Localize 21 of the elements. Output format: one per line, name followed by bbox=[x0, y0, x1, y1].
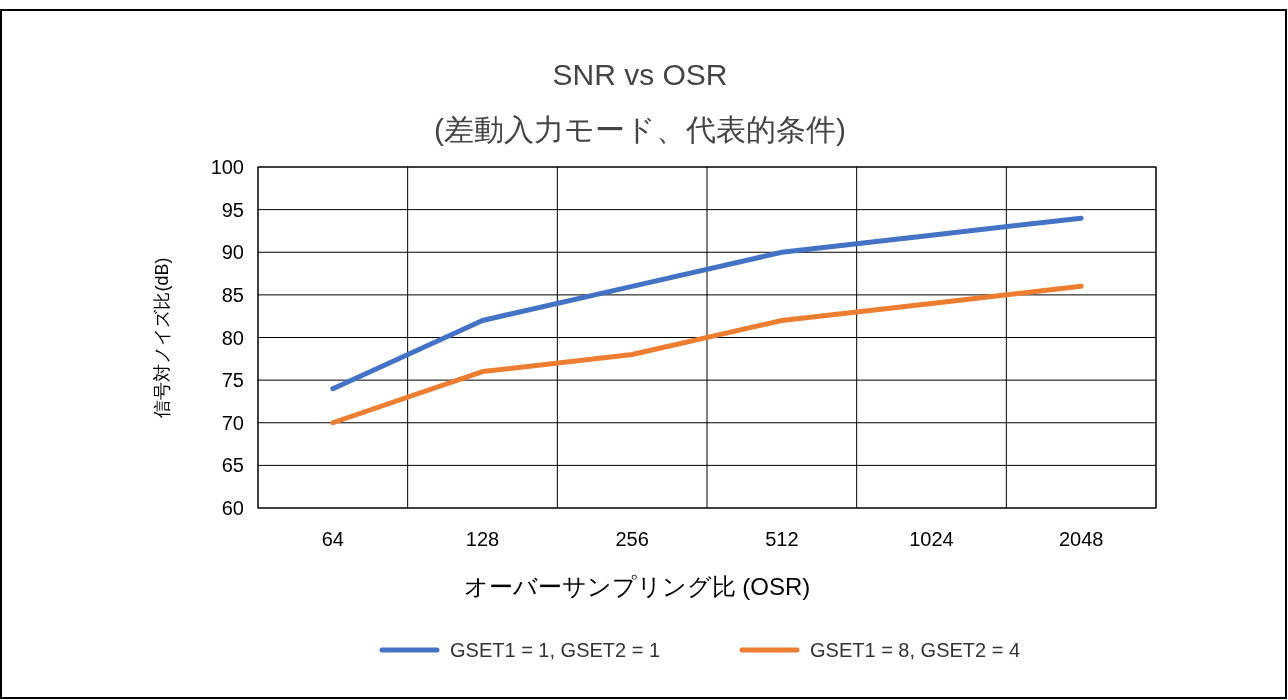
y-tick-label: 85 bbox=[221, 283, 244, 306]
chart-subtitle: (差動入力モード、代表的条件) bbox=[434, 113, 846, 146]
x-tick-label: 1024 bbox=[909, 528, 954, 550]
x-tick-label: 256 bbox=[615, 528, 649, 550]
y-tick-label: 100 bbox=[210, 156, 244, 178]
y-tick-label: 80 bbox=[221, 326, 244, 349]
y-tick-label: 70 bbox=[221, 411, 244, 434]
x-axis-title: オーバーサンプリング比 (OSR) bbox=[463, 573, 811, 600]
y-tick-label: 75 bbox=[221, 369, 244, 392]
chart-title: SNR vs OSR bbox=[552, 58, 728, 91]
y-tick-label: 60 bbox=[221, 497, 244, 519]
x-tick-label: 512 bbox=[765, 528, 799, 550]
x-tick-label: 2048 bbox=[1058, 528, 1104, 550]
y-axis-title: 信号対ノイズ比(dB) bbox=[152, 257, 172, 418]
y-tick-label: 90 bbox=[221, 241, 244, 264]
x-tick-label: 64 bbox=[321, 528, 344, 550]
y-tick-label: 65 bbox=[221, 454, 244, 477]
legend-label: GSET1 = 8, GSET2 = 4 bbox=[810, 639, 1021, 661]
x-tick-label: 128 bbox=[465, 528, 500, 550]
legend-label: GSET1 = 1, GSET2 = 1 bbox=[450, 639, 661, 661]
y-tick-label: 95 bbox=[221, 198, 244, 221]
